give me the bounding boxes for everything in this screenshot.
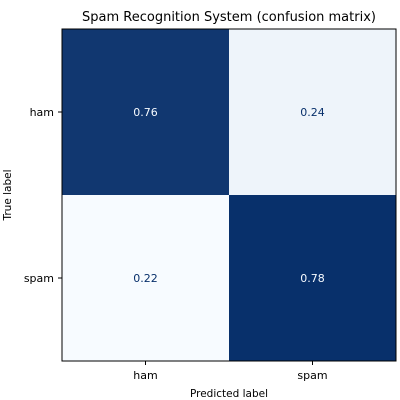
x-tick-label-spam: spam xyxy=(297,369,327,382)
heatmap-cells: 0.76 0.24 0.22 0.78 xyxy=(62,29,396,361)
cell-value-label-ham-spam: 0.24 xyxy=(300,106,325,119)
axis-ticks: ham spam ham spam xyxy=(24,106,328,382)
y-tick-label-ham: ham xyxy=(30,106,54,119)
y-axis-label: True label xyxy=(2,169,14,221)
plot-frame xyxy=(61,28,397,362)
cell-value-label-ham-ham: 0.76 xyxy=(133,106,158,119)
cell-value-label-spam-spam: 0.78 xyxy=(300,272,325,285)
heatmap-cell-ham-ham xyxy=(62,29,229,195)
x-tick-label-ham: ham xyxy=(133,369,157,382)
heatmap-cell-spam-ham xyxy=(62,195,229,361)
y-tick-label-spam: spam xyxy=(24,272,54,285)
cell-value-label-spam-ham: 0.22 xyxy=(133,272,158,285)
x-axis-label: Predicted label xyxy=(190,388,268,400)
chart-title: Spam Recognition System (confusion matri… xyxy=(82,10,376,25)
heatmap-cell-ham-spam xyxy=(229,29,396,195)
heatmap-cell-spam-spam xyxy=(229,195,396,361)
